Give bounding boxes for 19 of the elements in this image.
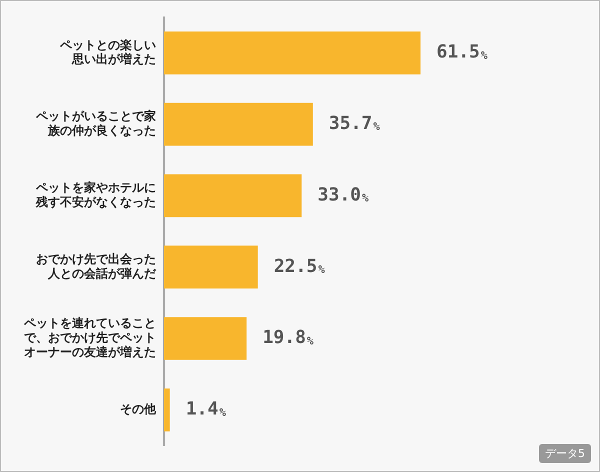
text: データ5 — [539, 444, 591, 463]
data-label: 61.5% — [436, 42, 488, 63]
y-tick-label: ペットを連れていることで、おでかけ先でペットオーナーの友達が増えた — [23, 316, 156, 360]
y-tick-label: ペットを家やホテルに残す不安がなくなった — [35, 180, 156, 210]
bar — [164, 31, 421, 74]
data-label: 22.5% — [274, 256, 326, 277]
y-tick-label: ペットとの楽しい思い出が増えた — [59, 38, 156, 66]
data-label: 1.4% — [186, 398, 226, 420]
bar — [164, 102, 313, 146]
data-label: 19.8% — [262, 327, 314, 348]
bar — [164, 388, 170, 432]
bar — [164, 317, 247, 360]
bar — [164, 246, 258, 289]
y-tick-label: おでかけ先で出会った人との会話が弾んだ — [36, 252, 157, 280]
data-label: 33.0% — [318, 184, 369, 206]
data-label: 35.7% — [328, 112, 380, 134]
bar — [164, 174, 302, 218]
y-tick-label: ペットがいることで家族の仲が良くなった — [35, 109, 156, 138]
y-tick-label: その他 — [120, 402, 157, 416]
